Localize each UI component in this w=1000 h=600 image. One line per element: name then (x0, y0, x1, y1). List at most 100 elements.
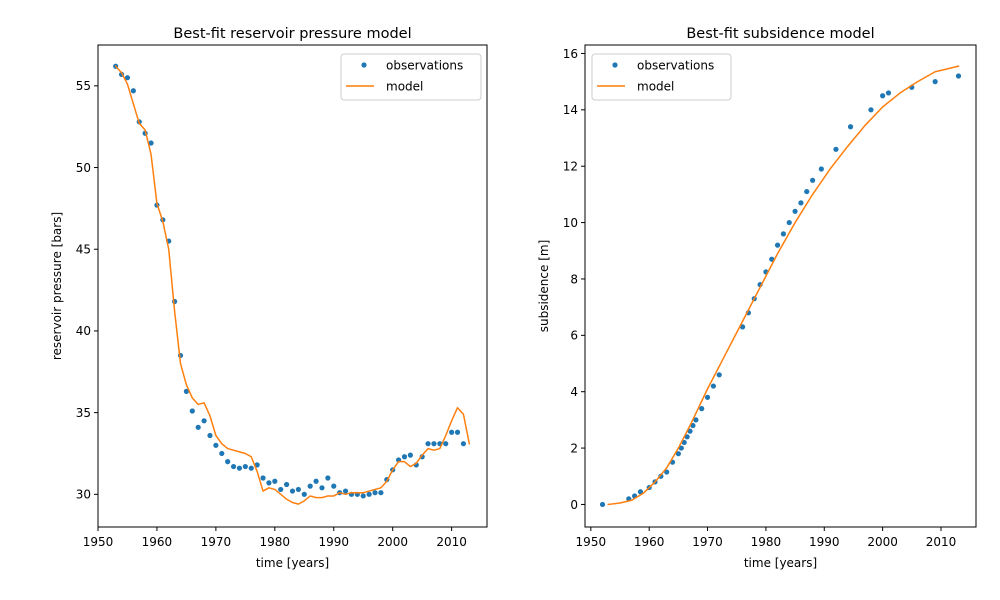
pressure-legend-model-label: model (386, 80, 423, 94)
pressure-observation-point (242, 463, 248, 470)
pressure-y-axis-label: reservoir pressure [bars] (50, 212, 64, 360)
subsidence-observation-point (780, 231, 787, 237)
subsidence-observation-point (955, 73, 962, 79)
pressure-x-tick-label: 1950 (83, 535, 114, 549)
subsidence-observation-point (774, 242, 781, 248)
pressure-observation-point (195, 424, 201, 430)
pressure-legend-observations-label: observations (386, 59, 463, 73)
pressure-observation-point (325, 475, 331, 481)
pressure-observation-point (342, 488, 349, 494)
pressure-observation-point (130, 88, 136, 94)
pressure-x-tick-label: 2000 (377, 535, 408, 549)
subsidence-observation-point (716, 372, 722, 378)
subsidence-x-tick-label: 2010 (926, 535, 957, 549)
pressure-plot-area: 1950 1960 1970 1980 1990 2000 2010 30 35 40 45 50 55 (76, 44, 488, 549)
subsidence-legend-model-label: model (637, 80, 674, 94)
pressure-observation-point (148, 140, 154, 146)
pressure-observation-point (407, 452, 413, 458)
subsidence-observation-point (786, 219, 792, 226)
subsidence-legend-observations-marker (612, 62, 618, 68)
subsidence-observation-point (798, 200, 804, 206)
pressure-observation-point (219, 450, 225, 457)
pressure-observation-point (225, 459, 231, 465)
subsidence-observation-point (792, 208, 798, 214)
subsidence-observation-point (710, 383, 716, 389)
subsidence-observation-point (684, 434, 690, 440)
subsidence-plot-area: 1950 1960 1970 1980 1990 2000 2010 0 2 4 6 8 10 12 14 1… (563, 44, 977, 549)
pressure-observation-point (213, 442, 219, 448)
subsidence-observation-point (885, 90, 892, 96)
subsidence-observation-point (804, 188, 810, 195)
pressure-y-tick-label: 40 (76, 324, 91, 338)
pressure-observation-point (124, 75, 131, 81)
subsidence-axes-frame (584, 44, 977, 528)
subsidence-legend-box (591, 53, 732, 101)
pressure-chart: Best-fit reservoir pressure model 1950 19… (50, 26, 488, 570)
pressure-observation-point (284, 481, 290, 488)
subsidence-x-tick-label: 1980 (751, 535, 782, 549)
subsidence-observation-point (687, 428, 693, 434)
pressure-observation-point (313, 478, 319, 484)
pressure-observation-point (301, 491, 307, 497)
pressure-observation-point (360, 493, 366, 499)
subsidence-legend-observations-label: observations (637, 59, 714, 73)
subsidence-model-line (607, 65, 960, 506)
subsidence-observation-point (818, 166, 824, 172)
pressure-observation-point (449, 429, 455, 435)
pressure-axes-frame (97, 44, 488, 528)
subsidence-y-tick-label: 4 (570, 385, 578, 399)
subsidence-y-tick-label: 2 (570, 441, 578, 455)
pressure-x-axis-label: time [years] (256, 556, 329, 570)
subsidence-observation-point (637, 489, 644, 495)
pressure-chart-title: Best-fit reservoir pressure model (173, 26, 411, 42)
pressure-y-tick-label: 45 (76, 243, 91, 257)
pressure-observation-point (201, 418, 207, 424)
subsidence-observation-point (690, 422, 696, 429)
pressure-observation-point (460, 441, 467, 447)
subsidence-observation-point (599, 501, 606, 508)
subsidence-y-tick-label: 10 (563, 216, 578, 230)
pressure-observation-point (207, 432, 213, 439)
pressure-observation-point (401, 454, 408, 460)
subsidence-y-tick-label: 12 (563, 160, 578, 174)
subsidence-x-tick-label: 1950 (576, 535, 607, 549)
subsidence-x-tick-label: 1970 (692, 535, 723, 549)
pressure-observation-point (295, 486, 301, 493)
subsidence-observation-point (833, 146, 839, 152)
pressure-observation-point (236, 465, 243, 471)
pressure-observation-point (331, 483, 337, 489)
pressure-observation-point (278, 486, 284, 493)
pressure-y-tick-label: 55 (76, 79, 91, 93)
subsidence-observation-point (868, 107, 874, 113)
pressure-observation-point (378, 490, 384, 496)
subsidence-observation-point (769, 256, 775, 262)
pressure-observation-point (248, 465, 254, 471)
pressure-observation-point (289, 488, 296, 494)
subsidence-x-tick-label: 1960 (634, 535, 665, 549)
pressure-legend-box (340, 53, 482, 101)
pressure-observation-point (183, 388, 190, 394)
pressure-observation-point (260, 475, 266, 481)
pressure-x-tick-label: 1990 (318, 535, 349, 549)
pressure-y-tick-label: 30 (76, 488, 91, 502)
subsidence-observation-point (664, 469, 670, 475)
subsidence-observation-point (678, 445, 684, 451)
pressure-observation-point (189, 408, 195, 414)
subsidence-y-axis-label: subsidence [m] (537, 240, 551, 333)
pressure-observation-point (454, 429, 461, 435)
pressure-observation-point (366, 491, 372, 497)
subsidence-legend: observations model (591, 53, 732, 101)
subsidence-y-tick-label: 16 (563, 47, 578, 61)
pressure-legend-observations-marker (361, 62, 367, 68)
subsidence-observation-point (704, 394, 711, 400)
subsidence-observation-point (880, 93, 886, 99)
pressure-x-tick-label: 1980 (260, 535, 291, 549)
subsidence-observation-point (675, 451, 681, 457)
pressure-legend: observations model (340, 53, 482, 101)
subsidence-x-tick-label: 1990 (809, 535, 840, 549)
pressure-x-tick-label: 2010 (436, 535, 467, 549)
subsidence-chart: Best-fit subsidence model 1950 1960 1970 19… (537, 26, 977, 570)
subsidence-y-tick-label: 0 (570, 498, 578, 512)
subsidence-observation-point (739, 324, 746, 330)
